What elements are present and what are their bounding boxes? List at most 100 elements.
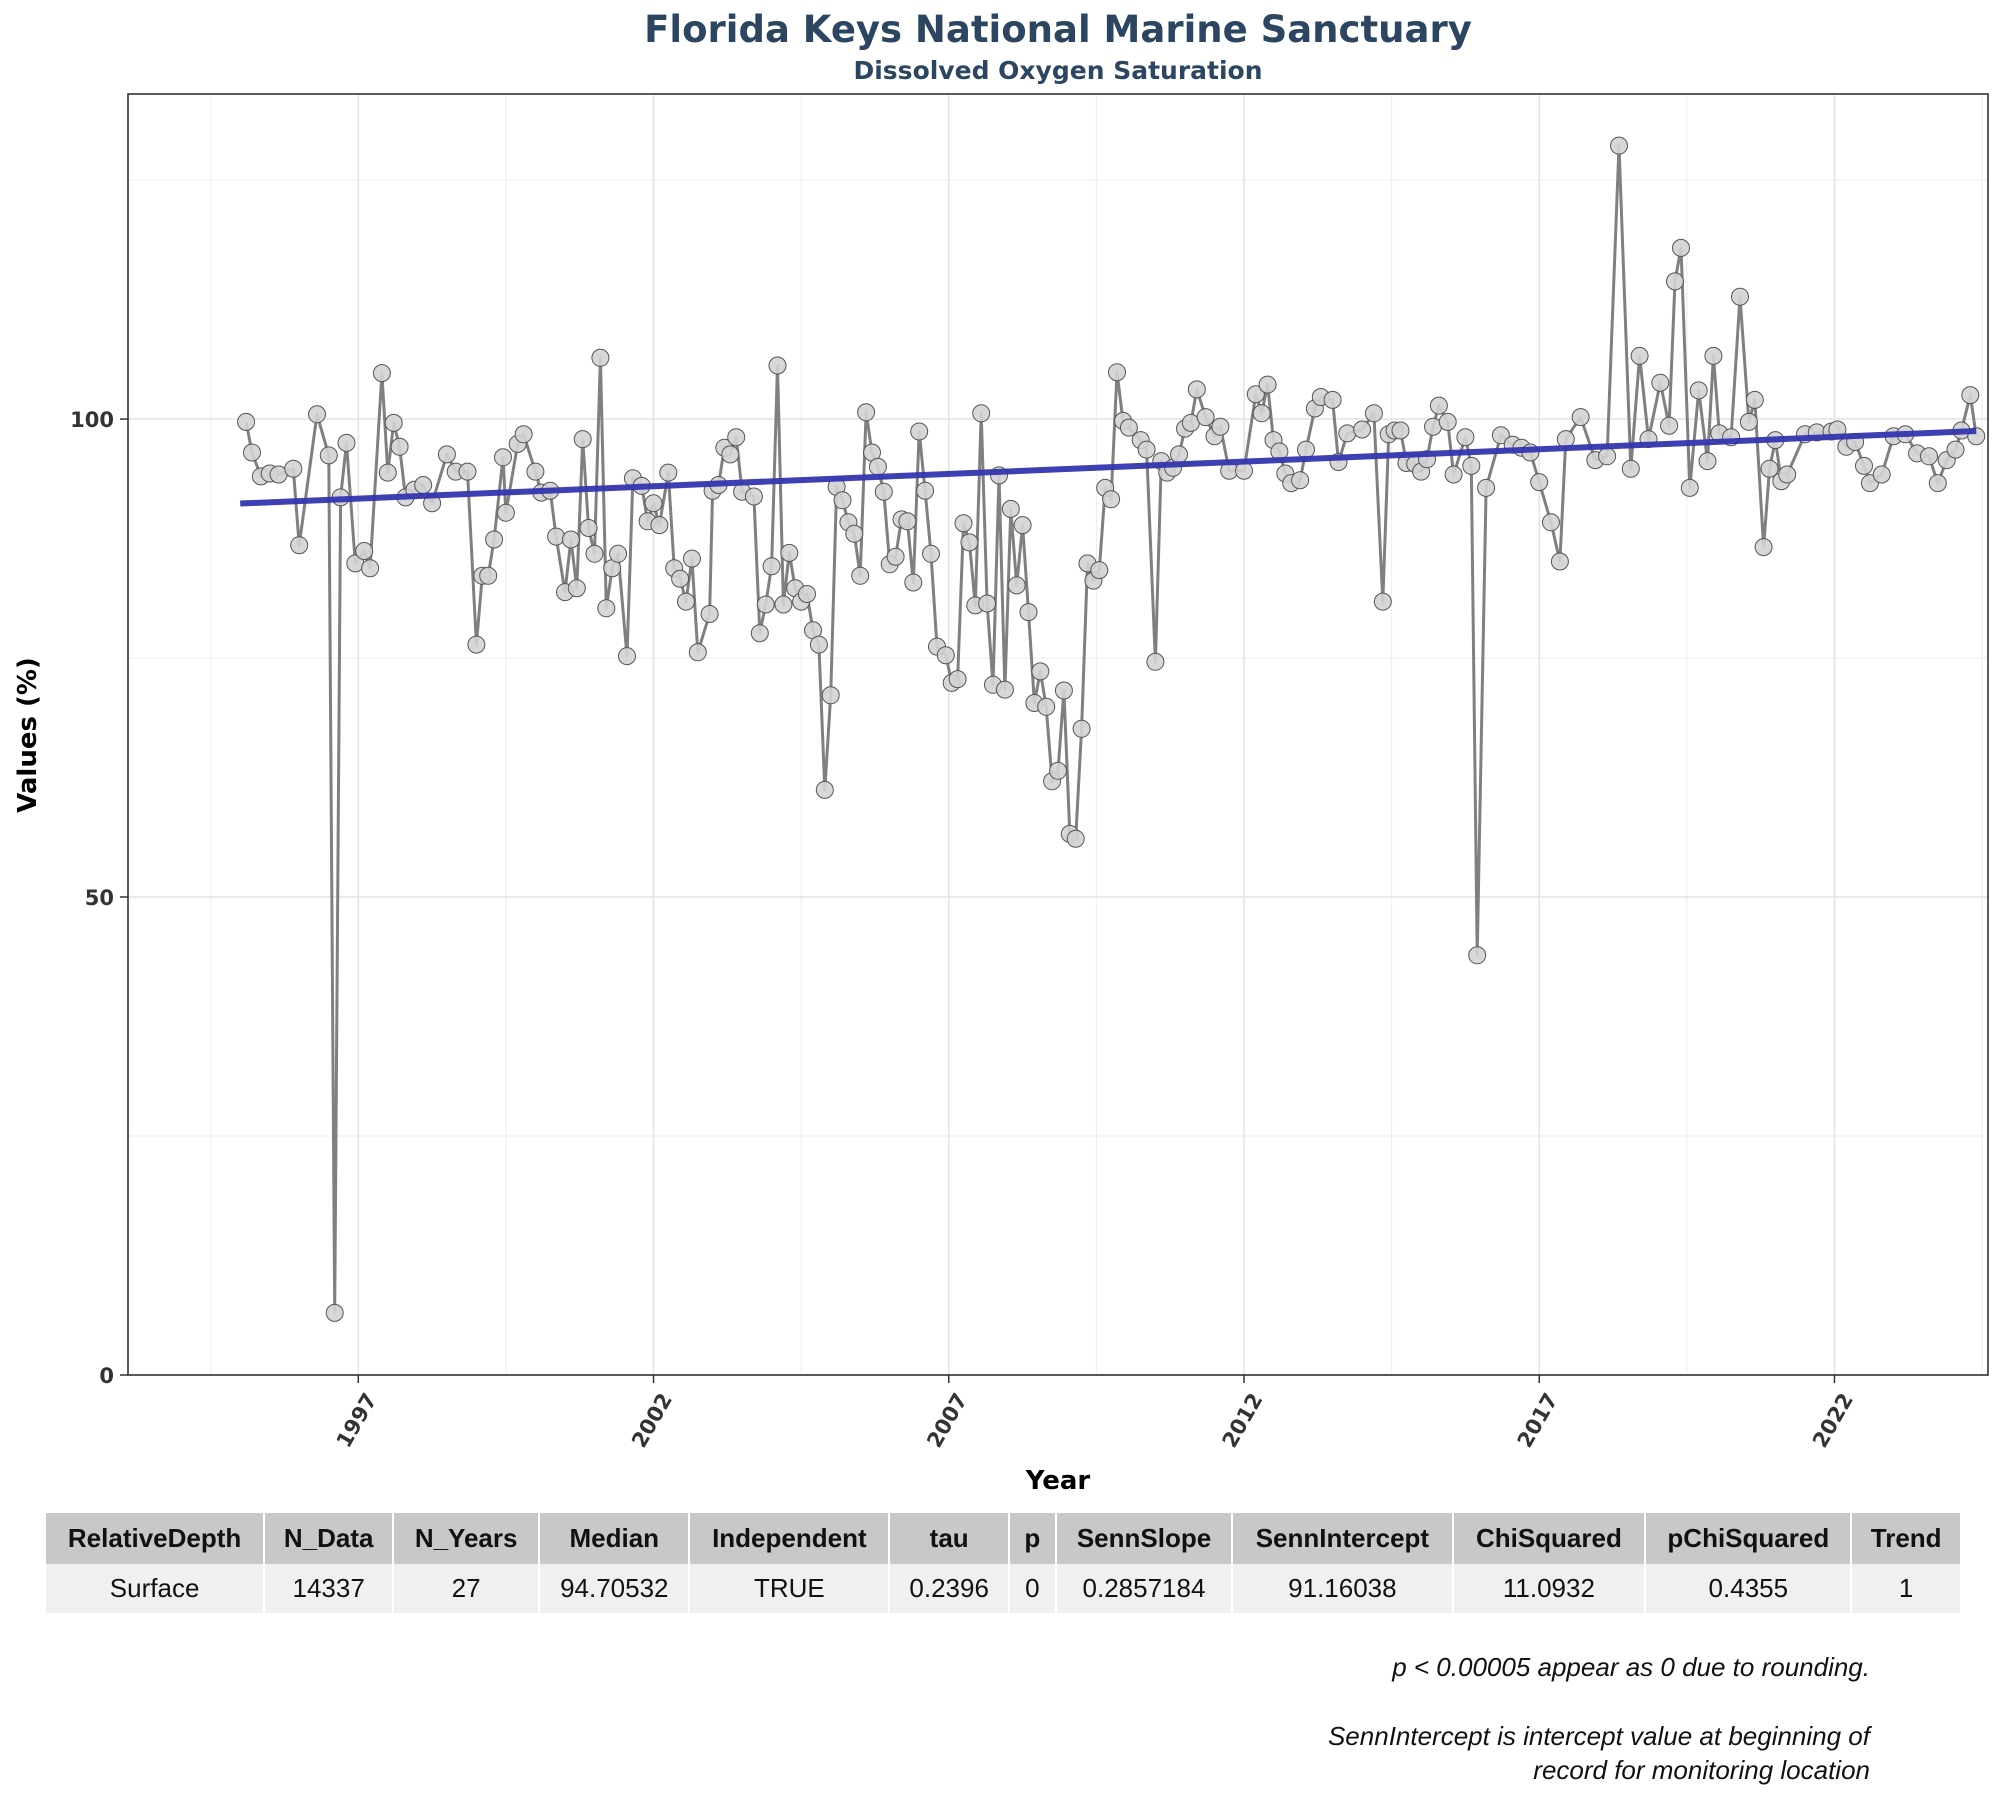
data-point	[1119, 418, 1138, 437]
data-point	[682, 549, 701, 568]
data-point	[1037, 697, 1056, 716]
cell-independent: TRUE	[690, 1564, 889, 1613]
data-point	[809, 635, 828, 654]
data-point	[609, 544, 628, 563]
data-point	[851, 566, 870, 585]
col-header-sennintercept: SennIntercept	[1233, 1513, 1452, 1564]
data-point	[1196, 408, 1215, 427]
cell-median: 94.70532	[540, 1564, 689, 1613]
cell-n_data: 14337	[265, 1564, 393, 1613]
data-point	[948, 670, 967, 689]
data-point	[922, 544, 940, 563]
data-point	[1598, 447, 1617, 466]
data-point	[833, 491, 852, 510]
data-point	[1444, 465, 1463, 484]
x-tick-label: 2007	[922, 1389, 972, 1452]
trend-line	[240, 427, 1977, 507]
data-point	[1211, 417, 1230, 436]
data-point	[1353, 420, 1372, 439]
data-point	[868, 457, 887, 476]
cell-sennslope: 0.2857184	[1056, 1564, 1232, 1613]
stats-table: RelativeDepth N_Data N_Years Median Independ…	[44, 1513, 1962, 1613]
data-point	[780, 543, 799, 562]
data-point	[978, 594, 997, 613]
data-point	[237, 412, 256, 431]
data-point	[243, 443, 261, 462]
data-point	[384, 413, 403, 432]
data-point	[1013, 516, 1032, 535]
data-point	[1297, 440, 1315, 459]
data-point	[1007, 576, 1026, 595]
data-point	[1364, 404, 1383, 423]
data-point	[936, 646, 955, 665]
data-point	[1672, 238, 1690, 257]
data-point	[1920, 447, 1938, 466]
col-header-relativedepth: RelativeDepth	[46, 1513, 264, 1564]
data-point	[762, 557, 781, 576]
data-point	[514, 425, 533, 444]
data-point	[659, 463, 678, 482]
y-axis-title: Values (%)	[13, 657, 43, 813]
data-point	[337, 433, 356, 452]
y-tick-label: 100	[70, 408, 114, 432]
data-point	[845, 524, 864, 543]
stats-table-header: RelativeDepth N_Data N_Years Median Independ…	[46, 1513, 1960, 1564]
data-point	[1066, 829, 1085, 848]
col-header-median: Median	[540, 1513, 689, 1564]
data-point	[972, 404, 991, 423]
data-point	[1102, 490, 1121, 509]
data-point	[579, 519, 598, 537]
data-point	[904, 573, 923, 592]
data-point	[756, 595, 775, 614]
data-point	[597, 599, 616, 618]
col-header-trend: Trend	[1852, 1513, 1960, 1564]
data-point	[1137, 440, 1156, 459]
data-point	[774, 595, 793, 614]
data-point	[857, 403, 876, 422]
data-point	[1146, 652, 1165, 671]
data-point	[1291, 471, 1310, 490]
data-point	[1187, 380, 1206, 399]
data-point	[1745, 390, 1764, 409]
data-point	[1778, 465, 1797, 484]
data-point	[1571, 408, 1590, 427]
data-point	[1754, 538, 1773, 557]
data-point	[1001, 499, 1020, 518]
data-point	[1438, 412, 1457, 431]
data-point	[1462, 456, 1481, 475]
data-point	[1550, 552, 1569, 571]
data-point	[1429, 396, 1448, 415]
col-header-independent: Independent	[690, 1513, 889, 1564]
data-point	[1680, 478, 1699, 497]
data-point	[585, 544, 604, 563]
data-point	[618, 647, 636, 666]
data-point	[1072, 719, 1091, 738]
data-point	[1252, 404, 1271, 423]
data-point	[467, 635, 486, 654]
data-point	[1391, 421, 1410, 440]
data-point	[688, 643, 707, 662]
x-tick-label: 2017	[1513, 1389, 1563, 1452]
cell-relativedepth: Surface	[46, 1564, 264, 1613]
data-point	[721, 445, 740, 464]
data-point	[744, 487, 763, 506]
data-point	[1542, 513, 1560, 532]
data-point	[1704, 346, 1723, 365]
data-point	[1698, 452, 1717, 471]
data-point	[1258, 375, 1277, 394]
data-point	[1031, 662, 1050, 681]
data-point	[1049, 761, 1067, 780]
y-tick-label: 50	[85, 886, 114, 910]
data-point	[1855, 456, 1873, 475]
data-point	[319, 446, 338, 465]
table-row: Surface 14337 27 94.70532 TRUE 0.2396 0 0.28571…	[46, 1564, 1960, 1613]
data-point	[1456, 428, 1475, 447]
data-point	[390, 437, 409, 456]
x-tick-label: 2002	[627, 1389, 677, 1452]
data-point	[1760, 459, 1779, 478]
data-point	[1731, 287, 1749, 306]
data-point	[815, 780, 834, 799]
data-point	[1621, 459, 1640, 478]
col-header-chisquared: ChiSquared	[1453, 1513, 1645, 1564]
